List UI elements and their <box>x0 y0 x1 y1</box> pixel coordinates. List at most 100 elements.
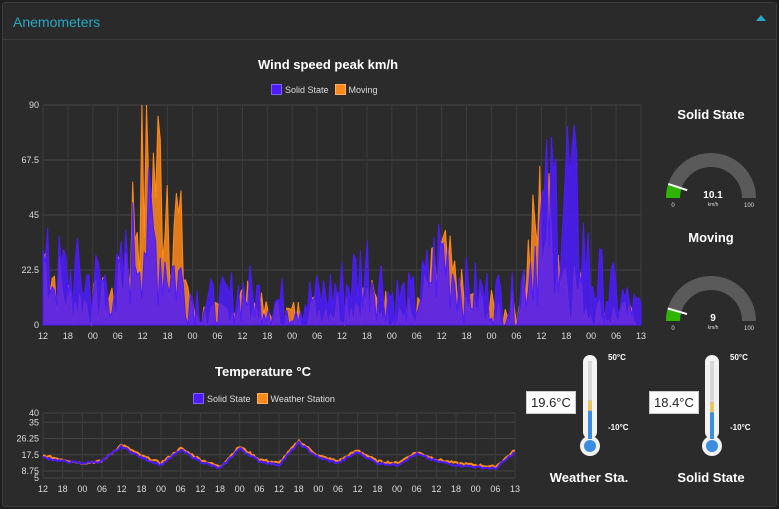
thermometer-track <box>588 361 592 439</box>
x-tick-label: 00 <box>313 484 323 494</box>
gauge-min: 0 <box>671 326 675 332</box>
thermometer-value-weather-station: 19.6°C <box>526 391 576 414</box>
x-tick-label: 12 <box>431 484 441 494</box>
y-tick-label: 0 <box>34 320 39 330</box>
x-tick-label: 18 <box>215 484 225 494</box>
x-tick-label: 12 <box>195 484 205 494</box>
x-tick-label: 18 <box>58 484 68 494</box>
panel-header[interactable]: Anemometers <box>3 3 776 40</box>
thermometer-bulb <box>706 440 718 452</box>
thermometer-marker <box>588 400 592 411</box>
x-tick-label: 06 <box>312 331 322 341</box>
legend-label: Solid State <box>285 84 329 95</box>
x-tick-label: 00 <box>471 484 481 494</box>
gauge-fill <box>666 308 682 322</box>
x-tick-label: 18 <box>63 331 73 341</box>
x-tick-label: 18 <box>362 331 372 341</box>
legend-label: Moving <box>348 84 378 95</box>
thermometer-value-solid-state: 18.4°C <box>649 391 699 414</box>
x-tick-label: 12 <box>38 331 48 341</box>
y-tick-label: 40 <box>29 408 39 418</box>
thermometer-fill <box>588 400 592 439</box>
x-tick-label: 06 <box>212 331 222 341</box>
y-tick-label: 45 <box>29 210 39 220</box>
legend-item-weather-station[interactable]: Weather Station <box>256 393 335 404</box>
x-tick-label: 06 <box>490 484 500 494</box>
y-tick-label: 8.75 <box>21 466 39 476</box>
x-tick-label: 12 <box>237 331 247 341</box>
gauge-max: 100 <box>744 326 755 332</box>
gauge-title-moving: Moving <box>688 230 734 245</box>
legend-item-moving[interactable]: Moving <box>334 84 378 95</box>
x-tick-label: 18 <box>462 331 472 341</box>
gauge-unit: km/h <box>708 325 719 331</box>
x-tick-label: 18 <box>294 484 304 494</box>
x-tick-label: 00 <box>88 331 98 341</box>
x-tick-label: 06 <box>97 484 107 494</box>
collapse-caret-icon[interactable] <box>756 15 766 21</box>
series-line <box>42 124 642 327</box>
x-tick-label: 00 <box>187 331 197 341</box>
x-tick-label: 12 <box>337 331 347 341</box>
x-tick-label: 06 <box>254 484 264 494</box>
x-tick-label: 12 <box>536 331 546 341</box>
x-tick-label: 00 <box>392 484 402 494</box>
thermometer-label-solid-state: Solid State <box>677 470 745 485</box>
gauge-value: 10.1 <box>703 190 723 201</box>
y-tick-label: 5 <box>34 473 39 483</box>
thermometer-bulb <box>584 440 596 452</box>
y-tick-label: 35 <box>29 417 39 427</box>
x-tick-label: 06 <box>176 484 186 494</box>
thermometer-marker <box>710 402 714 413</box>
gauge-solid-state: 10.1km/h 0 100 <box>666 153 756 209</box>
x-tick-label: 13 <box>636 331 646 341</box>
x-tick-label: 06 <box>113 331 123 341</box>
thermometer-label-weather-station: Weather Sta. <box>549 470 629 485</box>
legend-item-solid-state[interactable]: Solid State <box>193 393 251 404</box>
gauge-needle <box>667 307 688 315</box>
gauge-track <box>666 153 756 199</box>
x-tick-label: 06 <box>511 331 521 341</box>
x-tick-label: 12 <box>437 331 447 341</box>
y-tick-label: 26.25 <box>16 434 39 444</box>
gauge-track <box>666 276 756 322</box>
legend-item-solid-state[interactable]: Solid State <box>271 84 329 95</box>
x-tick-label: 12 <box>38 484 48 494</box>
x-tick-label: 18 <box>163 331 173 341</box>
y-tick-label: 90 <box>29 100 39 110</box>
y-tick-label: 17.5 <box>21 450 39 460</box>
legend-label: Weather Station <box>270 393 335 404</box>
wind-chart-title: Wind speed peak km/h <box>257 57 399 72</box>
x-tick-label: 00 <box>586 331 596 341</box>
thermometer-track <box>710 361 714 439</box>
x-tick-label: 00 <box>156 484 166 494</box>
x-tick-label: 13 <box>510 484 520 494</box>
x-tick-label: 18 <box>136 484 146 494</box>
temp-chart-title: Temperature °C <box>215 364 311 379</box>
x-tick-label: 12 <box>138 331 148 341</box>
y-tick-label: 67.5 <box>21 155 39 165</box>
legend-label: Solid State <box>207 393 251 404</box>
temp-chart-legend: Solid State Weather Station <box>193 393 335 404</box>
x-tick-label: 00 <box>235 484 245 494</box>
x-tick-label: 18 <box>372 484 382 494</box>
gauge-fill <box>666 183 682 199</box>
gauge-value: 9 <box>710 313 716 324</box>
x-tick-label: 18 <box>561 331 571 341</box>
thermometer-max-label: 50°C <box>608 353 626 362</box>
x-tick-label: 00 <box>287 331 297 341</box>
x-tick-label: 12 <box>274 484 284 494</box>
series-line <box>42 440 516 471</box>
gauge-title-solid-state: Solid State <box>677 107 745 122</box>
gauge-moving: 9km/h 0 100 <box>666 276 756 332</box>
y-tick-label: 22.5 <box>21 265 39 275</box>
thermometer-solid-state <box>702 355 722 456</box>
x-tick-label: 00 <box>77 484 87 494</box>
x-tick-label: 18 <box>262 331 272 341</box>
gauge-needle <box>667 183 688 192</box>
thermometer-max-label: 50°C <box>730 353 748 362</box>
x-tick-label: 12 <box>117 484 127 494</box>
